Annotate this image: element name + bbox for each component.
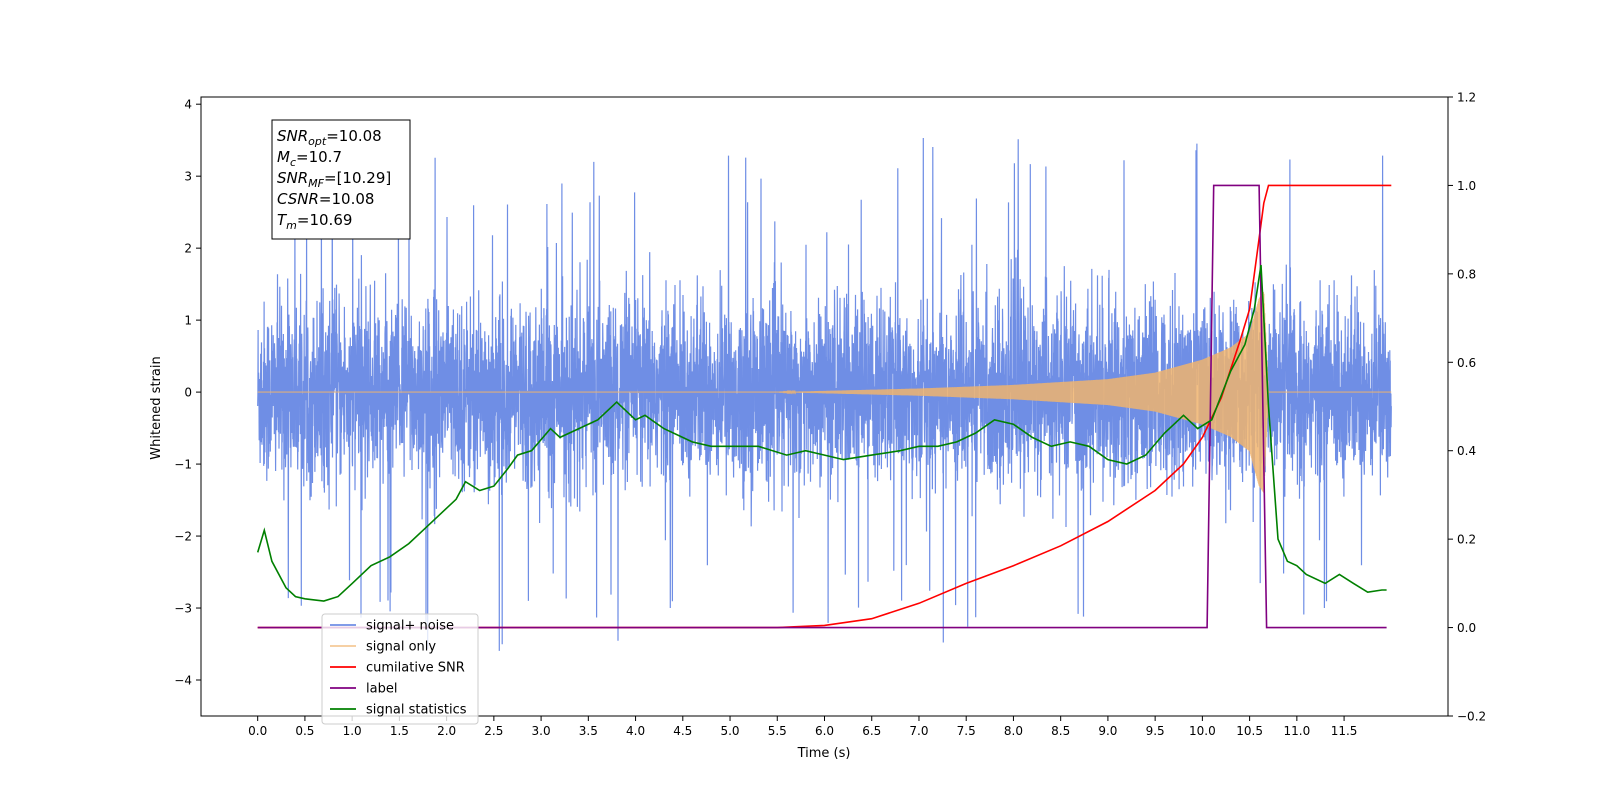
x-tick-label: 0.5 xyxy=(295,724,314,738)
x-tick-label: 9.0 xyxy=(1098,724,1117,738)
y-right-tick-label: 0.6 xyxy=(1457,356,1476,370)
annotation-box-frame xyxy=(271,119,411,240)
x-axis-label: Time (s) xyxy=(797,746,851,761)
x-tick-label: 3.0 xyxy=(532,724,551,738)
y-tick-label: 3 xyxy=(184,170,192,184)
signal-only-line xyxy=(257,291,1392,493)
cumilative-snr-line xyxy=(257,184,1392,629)
legend-label: signal+ noise xyxy=(366,619,454,634)
y-right-tick-label: 0.0 xyxy=(1457,621,1476,635)
label-line xyxy=(257,184,1387,629)
signal-statistics-line xyxy=(256,264,1387,602)
x-tick-label: 1.0 xyxy=(343,724,362,738)
annotation-subscript: m xyxy=(286,219,297,232)
y-axis-left-ticks: −4 −3 −2 −1 0 1 2 3 4 xyxy=(174,98,201,688)
x-tick-label: 4.0 xyxy=(626,724,645,738)
annotation-value: =10.7 xyxy=(296,148,342,166)
annotation-line: SNRMF=[10.29] xyxy=(277,169,391,190)
legend-label: cumilative SNR xyxy=(366,661,465,676)
x-tick-label: 3.5 xyxy=(579,724,598,738)
y-tick-label: 0 xyxy=(184,386,192,400)
y-tick-label: 1 xyxy=(184,314,192,328)
x-tick-label: 8.5 xyxy=(1051,724,1070,738)
annotation-box: SNRopt=10.08Mc=10.7SNRMF=[10.29]CSNR=10.… xyxy=(271,119,411,240)
x-tick-label: 11.0 xyxy=(1283,724,1310,738)
y-right-tick-label: 0.8 xyxy=(1457,267,1476,281)
y-tick-label: −3 xyxy=(174,602,192,616)
annotation-symbol: SNR xyxy=(277,169,308,187)
y-tick-label: 2 xyxy=(184,242,192,256)
series-lines xyxy=(256,184,1392,629)
annotation-symbol: CSNR xyxy=(277,190,319,208)
y-right-tick-label: −0.2 xyxy=(1457,710,1486,724)
annotation-symbol: SNR xyxy=(277,127,308,145)
x-tick-label: 5.5 xyxy=(768,724,787,738)
annotation-line: Tm=10.69 xyxy=(277,211,352,232)
annotation-value: =10.69 xyxy=(297,211,353,229)
x-tick-label: 7.0 xyxy=(909,724,928,738)
x-tick-label: 2.0 xyxy=(437,724,456,738)
x-tick-label: 0.0 xyxy=(248,724,267,738)
x-axis-ticks: 0.0 0.5 1.0 1.5 2.0 2.5 3.0 3.5 4.0 4.5 5.0 5.5 6.0 6… xyxy=(248,716,1357,738)
x-tick-label: 6.5 xyxy=(862,724,881,738)
legend: signal+ noise signal only cumilative SNR la… xyxy=(321,613,479,725)
annotation-line: CSNR=10.08 xyxy=(277,190,374,208)
legend-label: signal statistics xyxy=(366,703,467,718)
x-tick-label: 10.0 xyxy=(1189,724,1216,738)
annotation-line: SNRopt=10.08 xyxy=(277,127,382,148)
x-tick-label: 4.5 xyxy=(673,724,692,738)
annotation-value: =10.08 xyxy=(326,127,382,145)
x-tick-label: 9.5 xyxy=(1146,724,1165,738)
annotation-subscript: MF xyxy=(308,177,324,190)
x-tick-label: 2.5 xyxy=(484,724,503,738)
legend-label: label xyxy=(366,682,397,697)
series-signal-only xyxy=(257,291,1392,493)
y-right-tick-label: 1.2 xyxy=(1457,91,1476,105)
y-axis-label: Whitened strain xyxy=(149,356,164,459)
x-tick-label: 1.5 xyxy=(390,724,409,738)
annotation-subscript: opt xyxy=(308,135,327,148)
x-tick-label: 10.5 xyxy=(1236,724,1263,738)
annotation-value: =[10.29] xyxy=(324,169,391,187)
annotation-line: Mc=10.7 xyxy=(277,148,342,169)
x-tick-label: 11.5 xyxy=(1331,724,1358,738)
legend-frame xyxy=(321,613,479,725)
x-tick-label: 6.0 xyxy=(815,724,834,738)
y-axis-right-ticks: −0.2 0.0 0.2 0.4 0.6 0.8 1.0 1.2 xyxy=(1448,91,1486,724)
annotation-subscript: c xyxy=(290,156,296,169)
annotation-symbol: M xyxy=(277,148,290,166)
y-tick-label: 4 xyxy=(184,98,192,112)
y-tick-label: −4 xyxy=(174,674,192,688)
y-tick-label: −1 xyxy=(174,458,192,472)
x-tick-label: 8.0 xyxy=(1004,724,1023,738)
legend-label: signal only xyxy=(366,640,436,655)
y-right-tick-label: 0.4 xyxy=(1457,444,1476,458)
x-tick-label: 7.5 xyxy=(957,724,976,738)
y-tick-label: −2 xyxy=(174,530,192,544)
x-tick-label: 5.0 xyxy=(720,724,739,738)
annotation-symbol: T xyxy=(277,211,288,229)
y-right-tick-label: 0.2 xyxy=(1457,533,1476,547)
annotation-value: =10.08 xyxy=(319,190,375,208)
y-right-tick-label: 1.0 xyxy=(1457,179,1476,193)
